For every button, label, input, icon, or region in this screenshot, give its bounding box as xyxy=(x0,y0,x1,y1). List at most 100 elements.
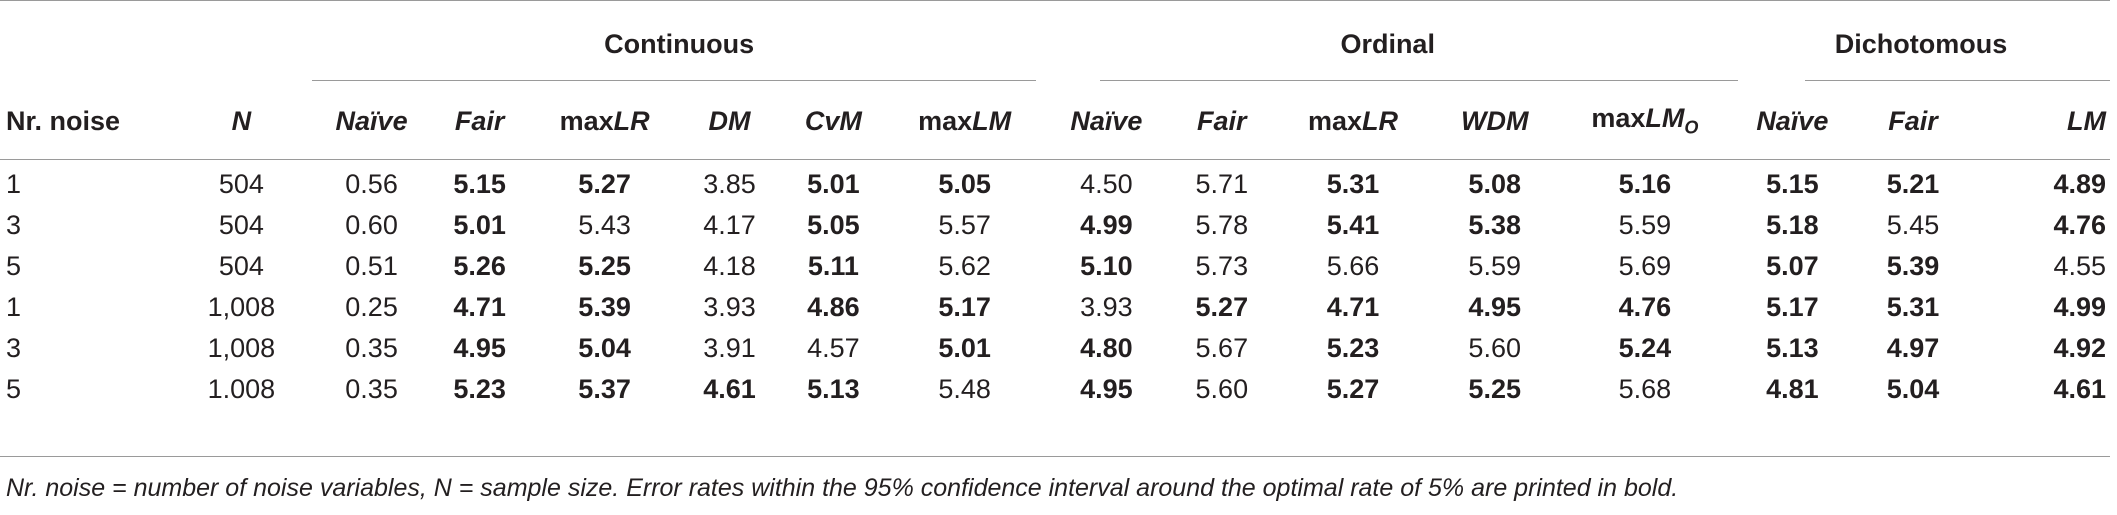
cell-error-rate: 4.86 xyxy=(807,292,860,322)
cell-error-rate: 5.31 xyxy=(1886,292,1940,322)
cell-error-rate: 5.38 xyxy=(1468,210,1521,240)
cell-error-rate: 4.61 xyxy=(703,374,756,404)
cell-error-rate: 0.56 xyxy=(345,169,398,199)
cell-error-rate: 4.80 xyxy=(1080,333,1133,363)
cell-error-rate: 4.57 xyxy=(807,333,860,363)
table-row: 1 504 0.56 5.15 5.27 3.85 5.01 5.05 4.50 5.71 5.31… xyxy=(0,164,2110,205)
col-dich-naive: Naïve xyxy=(1756,105,1829,136)
cell-error-rate: 5.59 xyxy=(1468,251,1521,281)
cell-error-rate: 0.60 xyxy=(345,210,398,240)
cell-error-rate: 5.15 xyxy=(453,169,506,199)
cell-error-rate: 5.57 xyxy=(938,210,991,240)
cell-error-rate: 5.04 xyxy=(1886,374,1940,404)
cell-error-rate: 5.66 xyxy=(1326,251,1380,281)
cell-error-rate: 5.41 xyxy=(1326,210,1380,240)
cell-error-rate: 4.89 xyxy=(2053,169,2106,199)
cell-error-rate: 4.50 xyxy=(1080,169,1133,199)
cell-error-rate: 5.69 xyxy=(1618,251,1672,281)
cell-sample-size: 1,008 xyxy=(207,333,276,363)
table-row: 5 504 0.51 5.26 5.25 4.18 5.11 5.62 5.10 5.73 5.66… xyxy=(0,246,2110,287)
cell-error-rate: 4.81 xyxy=(1766,374,1819,404)
cell-error-rate: 4.95 xyxy=(1468,292,1521,322)
cell-nr-noise: 1 xyxy=(6,169,22,199)
cell-error-rate: 4.76 xyxy=(1618,292,1672,322)
table-top-rule xyxy=(0,0,2110,1)
cell-error-rate: 5.17 xyxy=(1766,292,1819,322)
cell-nr-noise: 3 xyxy=(6,333,22,363)
cell-error-rate: 5.05 xyxy=(807,210,860,240)
table-row: 3 504 0.60 5.01 5.43 4.17 5.05 5.57 4.99 5.78 5.41… xyxy=(0,205,2110,246)
group-ordinal: Ordinal xyxy=(1340,28,1435,59)
cell-error-rate: 5.26 xyxy=(453,251,506,281)
cell-error-rate: 5.67 xyxy=(1195,333,1249,363)
cell-error-rate: 5.25 xyxy=(578,251,631,281)
cell-error-rate: 0.25 xyxy=(345,292,398,322)
col-cont-cvm: CvM xyxy=(804,105,862,136)
cell-error-rate: 5.07 xyxy=(1766,251,1819,281)
continuous-group-rule xyxy=(312,80,1036,81)
cell-nr-noise: 5 xyxy=(6,251,22,281)
cell-error-rate: 4.17 xyxy=(703,210,756,240)
cell-error-rate: 4.71 xyxy=(1326,292,1380,322)
cell-error-rate: 5.73 xyxy=(1195,251,1249,281)
header-bottom-rule xyxy=(0,159,2110,160)
dichotomous-group-rule xyxy=(1805,80,2110,81)
cell-error-rate: 4.95 xyxy=(1080,374,1133,404)
cell-error-rate: 5.16 xyxy=(1618,169,1672,199)
results-table: Continuous Ordinal Dichotomous Nr. noise… xyxy=(0,28,2110,410)
cell-error-rate: 5.39 xyxy=(578,292,631,322)
col-ord-maxlr: maxLR xyxy=(1307,105,1399,136)
col-nr-noise: Nr. noise xyxy=(6,105,121,136)
cell-error-rate: 5.45 xyxy=(1886,210,1940,240)
cell-error-rate: 5.68 xyxy=(1618,374,1672,404)
col-ord-maxlmo: maxLMO xyxy=(1591,103,1699,138)
cell-error-rate: 5.59 xyxy=(1618,210,1672,240)
cell-error-rate: 5.60 xyxy=(1195,374,1249,404)
cell-error-rate: 5.08 xyxy=(1468,169,1521,199)
col-cont-maxlr: maxLR xyxy=(559,105,650,136)
table-footnote: Nr. noise = number of noise variables, N… xyxy=(6,474,1679,502)
col-ord-naive: Naïve xyxy=(1070,105,1143,136)
col-ord-fair: Fair xyxy=(1197,105,1247,136)
cell-error-rate: 4.55 xyxy=(2053,251,2106,281)
cell-error-rate: 4.71 xyxy=(453,292,506,322)
cell-nr-noise: 5 xyxy=(6,374,22,404)
cell-error-rate: 0.35 xyxy=(345,374,398,404)
cell-error-rate: 5.25 xyxy=(1468,374,1521,404)
cell-error-rate: 5.04 xyxy=(578,333,631,363)
col-cont-fair: Fair xyxy=(454,105,505,136)
table-body: 1 504 0.56 5.15 5.27 3.85 5.01 5.05 4.50 5.71 5.31… xyxy=(0,164,2110,410)
cell-nr-noise: 3 xyxy=(6,210,22,240)
cell-sample-size: 504 xyxy=(218,169,264,199)
col-dich-lm: LM xyxy=(2067,105,2106,136)
cell-error-rate: 4.99 xyxy=(1080,210,1133,240)
group-continuous: Continuous xyxy=(604,28,755,59)
cell-error-rate: 5.01 xyxy=(453,210,506,240)
cell-sample-size: 504 xyxy=(218,210,264,240)
cell-error-rate: 3.93 xyxy=(703,292,756,322)
cell-error-rate: 5.13 xyxy=(807,374,860,404)
cell-error-rate: 5.71 xyxy=(1195,169,1249,199)
cell-error-rate: 5.01 xyxy=(807,169,860,199)
cell-error-rate: 5.78 xyxy=(1195,210,1249,240)
ordinal-group-rule xyxy=(1100,80,1738,81)
cell-error-rate: 5.43 xyxy=(578,210,631,240)
table-bottom-rule xyxy=(0,456,2110,457)
cell-error-rate: 5.24 xyxy=(1618,333,1672,363)
cell-error-rate: 5.21 xyxy=(1886,169,1940,199)
cell-error-rate: 5.37 xyxy=(578,374,631,404)
col-dich-fair: Fair xyxy=(1888,105,1938,136)
cell-nr-noise: 1 xyxy=(6,292,22,322)
cell-error-rate: 5.11 xyxy=(807,251,859,281)
cell-error-rate: 5.15 xyxy=(1766,169,1819,199)
cell-error-rate: 5.27 xyxy=(1326,374,1380,404)
cell-sample-size: 504 xyxy=(218,251,264,281)
cell-error-rate: 5.48 xyxy=(938,374,991,404)
cell-error-rate: 4.18 xyxy=(703,251,756,281)
cell-error-rate: 5.23 xyxy=(453,374,506,404)
col-cont-dm: DM xyxy=(708,105,751,136)
cell-error-rate: 5.39 xyxy=(1886,251,1940,281)
cell-sample-size: 1,008 xyxy=(207,292,276,322)
cell-error-rate: 5.01 xyxy=(938,333,991,363)
cell-error-rate: 5.10 xyxy=(1080,251,1133,281)
